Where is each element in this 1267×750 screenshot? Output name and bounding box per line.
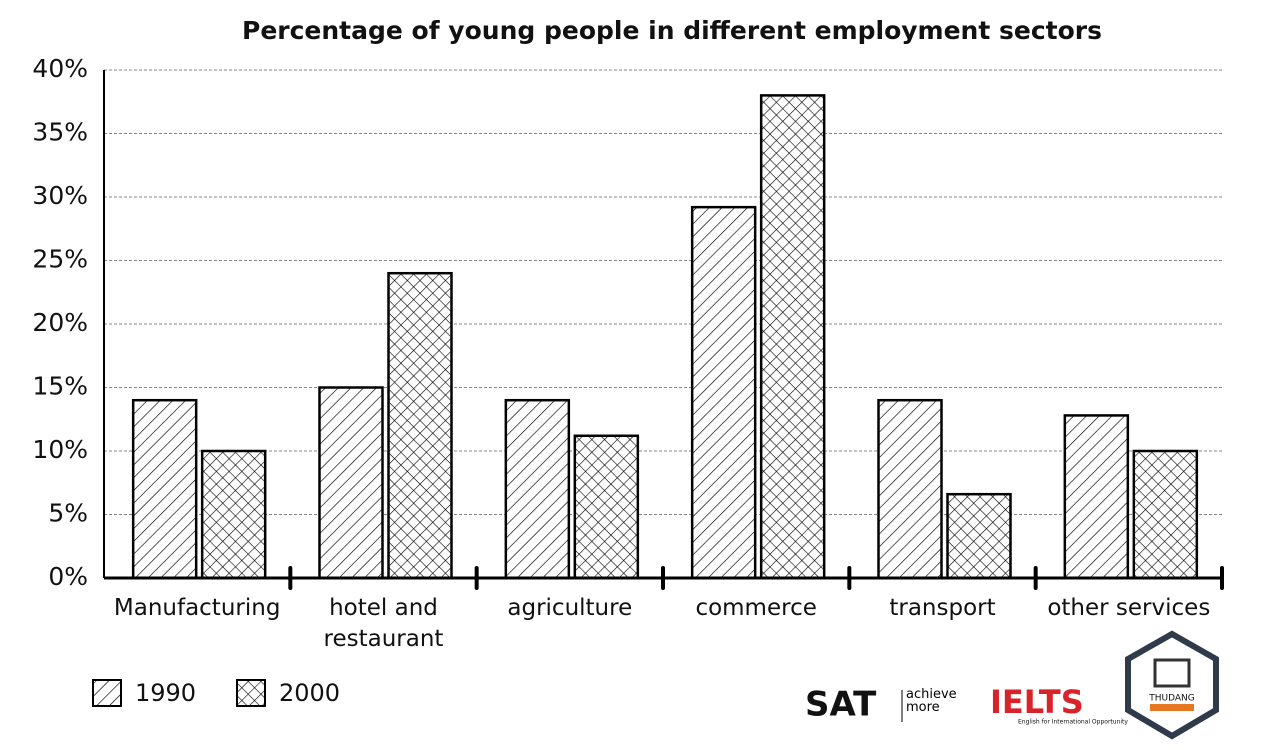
x-tick-label: commerce [695,595,817,621]
legend-label: 1990 [135,679,196,707]
bar [1063,414,1130,580]
y-tick-label: 20% [32,308,88,337]
x-tick-label: Manufacturing [113,595,281,621]
y-tick-label: 25% [32,245,88,274]
y-tick-label: 40% [32,54,88,83]
y-tick-label: 5% [48,499,88,528]
sat-tagline-box: achieve more [906,688,957,715]
x-tick-label: other services [1047,595,1211,621]
bar [318,386,384,580]
bar [877,398,943,580]
bar [1132,449,1199,580]
y-tick-label: 15% [32,372,88,401]
bar [387,271,453,580]
x-tick-label: transport [889,595,996,621]
bar [759,94,826,580]
x-tick-label: hotel and restaurant [323,595,444,652]
bar [690,205,757,580]
sat-tagline: achieve more [906,688,957,715]
bar [573,434,640,580]
bar [131,398,198,580]
bar [504,398,571,580]
badge-icon [1153,658,1191,688]
y-tick-label: 0% [48,562,88,591]
bar [200,449,267,580]
ielts-logo: IELTS [990,683,1084,721]
sat-logo: SAT [805,685,877,725]
y-tick-label: 30% [32,181,88,210]
badge-ribbon [1150,704,1194,711]
bar [946,492,1012,580]
ielts-tagline: English for International Opportunity [1018,719,1128,726]
y-tick-label: 35% [32,118,88,147]
chart-title: Percentage of young people in different … [242,16,1102,45]
legend-swatch [236,679,266,707]
x-tick-label: agriculture [507,595,633,621]
legend-swatch [92,679,122,707]
y-tick-label: 10% [32,435,88,464]
legend-label: 2000 [279,679,340,707]
badge-text: THUDANG [1148,694,1195,704]
